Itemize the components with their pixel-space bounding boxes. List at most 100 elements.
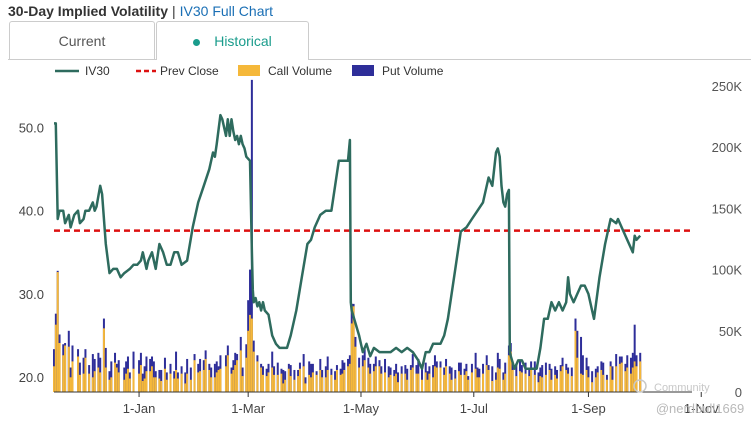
- call-volume-bar: [406, 379, 409, 392]
- call-volume-bar: [639, 361, 642, 392]
- call-volume-bar: [245, 357, 248, 392]
- call-volume-bar: [230, 373, 233, 392]
- call-volume-bar: [84, 357, 87, 392]
- call-volume-bar: [454, 378, 457, 392]
- put-volume-bar: [91, 354, 94, 392]
- call-volume-bar: [125, 373, 128, 392]
- call-volume-bar: [276, 374, 279, 392]
- call-volume-bar: [226, 355, 229, 392]
- put-volume-bar: [491, 366, 494, 392]
- call-volume-bar: [224, 366, 227, 392]
- call-volume-bar: [204, 358, 207, 392]
- call-volume-bar: [470, 372, 473, 392]
- call-volume-bar: [624, 371, 627, 392]
- call-volume-bar: [443, 374, 446, 392]
- put-volume-bar: [580, 336, 583, 392]
- call-volume-bar: [102, 328, 105, 392]
- call-volume-bar: [435, 367, 438, 392]
- call-volume-bar: [298, 368, 301, 392]
- watermark-faint-text: Community: [654, 382, 710, 394]
- iv30-full-chart-link[interactable]: IV30 Full Chart: [179, 3, 274, 19]
- call-volume-bar: [339, 374, 342, 392]
- put-volume-bar: [110, 361, 113, 392]
- call-volume-bar: [476, 377, 479, 392]
- call-volume-bar: [600, 369, 603, 392]
- call-volume-bar: [426, 379, 429, 392]
- tab-historical[interactable]: Historical: [156, 21, 309, 60]
- call-volume-bar: [239, 350, 242, 392]
- call-volume-bar: [565, 369, 568, 392]
- call-volume-bar: [550, 379, 553, 392]
- call-volume-bar: [141, 380, 144, 392]
- call-volume-bar: [463, 374, 466, 392]
- call-volume-bar: [504, 373, 507, 392]
- call-volume-bar: [99, 372, 102, 392]
- call-volume-bar: [284, 379, 287, 392]
- call-volume-bar: [448, 373, 451, 392]
- call-volume-bar: [97, 367, 100, 392]
- call-volume-bar: [635, 366, 638, 392]
- call-volume-bar: [620, 362, 623, 392]
- call-volume-bar: [369, 373, 372, 392]
- call-volume-bar: [302, 366, 305, 392]
- call-volume-bar: [297, 376, 300, 392]
- call-volume-bar: [395, 373, 398, 392]
- call-volume-bar: [56, 272, 59, 392]
- call-volume-bar: [574, 330, 577, 392]
- call-volume-bar: [110, 377, 113, 392]
- call-volume-bar: [537, 382, 540, 392]
- call-volume-bar: [591, 382, 594, 392]
- call-volume-bar: [310, 377, 313, 392]
- call-volume-bar: [587, 377, 590, 392]
- call-volume-bar: [282, 383, 285, 392]
- title-separator: |: [172, 3, 176, 19]
- call-volume-bar: [554, 374, 557, 392]
- call-volume-bar: [594, 377, 597, 392]
- tab-current-label: Current: [58, 33, 106, 49]
- call-volume-bar: [424, 372, 427, 392]
- legend-swatch-put-volume: [352, 65, 374, 76]
- call-volume-bar: [69, 377, 72, 392]
- call-volume-bar: [249, 314, 252, 392]
- call-volume-bar: [186, 373, 189, 392]
- call-volume-bar: [256, 361, 259, 392]
- call-volume-bar: [232, 369, 235, 392]
- active-dot-icon: [193, 38, 201, 46]
- call-volume-bar: [175, 369, 178, 392]
- call-volume-bar: [326, 369, 329, 392]
- call-volume-bar: [450, 379, 453, 392]
- tab-current[interactable]: Current: [9, 21, 155, 59]
- call-volume-bar: [374, 366, 377, 392]
- call-volume-bar: [465, 371, 468, 392]
- call-volume-bar: [324, 377, 327, 392]
- legend-label: IV30: [85, 64, 110, 78]
- call-volume-bar: [152, 377, 155, 392]
- call-volume-bar: [384, 372, 387, 392]
- call-volume-bar: [128, 378, 131, 392]
- call-volume-bar: [631, 367, 634, 392]
- call-volume-bar: [393, 376, 396, 392]
- put-volume-bar: [581, 355, 584, 392]
- call-volume-bar: [123, 379, 126, 392]
- call-volume-bar: [139, 365, 142, 392]
- call-volume-bar: [213, 377, 216, 392]
- call-volume-bar: [415, 373, 418, 392]
- x-tick-label: 1-Sep: [571, 401, 606, 416]
- call-volume-bar: [267, 372, 270, 392]
- call-volume-bar: [176, 378, 179, 392]
- call-volume-bar: [219, 368, 222, 392]
- call-volume-bar: [252, 351, 255, 392]
- call-volume-bar: [626, 367, 629, 392]
- call-volume-bar: [570, 376, 573, 392]
- y-right-tick-label: 150K: [712, 201, 743, 216]
- call-volume-bar: [633, 361, 636, 392]
- call-volume-bar: [348, 363, 351, 392]
- y-right-tick-label: 50K: [719, 324, 742, 339]
- call-volume-bar: [154, 377, 157, 392]
- call-volume-bar: [629, 373, 632, 392]
- call-volume-bar: [494, 379, 497, 392]
- call-volume-bar: [580, 373, 583, 392]
- call-volume-bar: [319, 369, 322, 392]
- call-volume-bar: [496, 367, 499, 392]
- call-volume-bar: [478, 377, 481, 392]
